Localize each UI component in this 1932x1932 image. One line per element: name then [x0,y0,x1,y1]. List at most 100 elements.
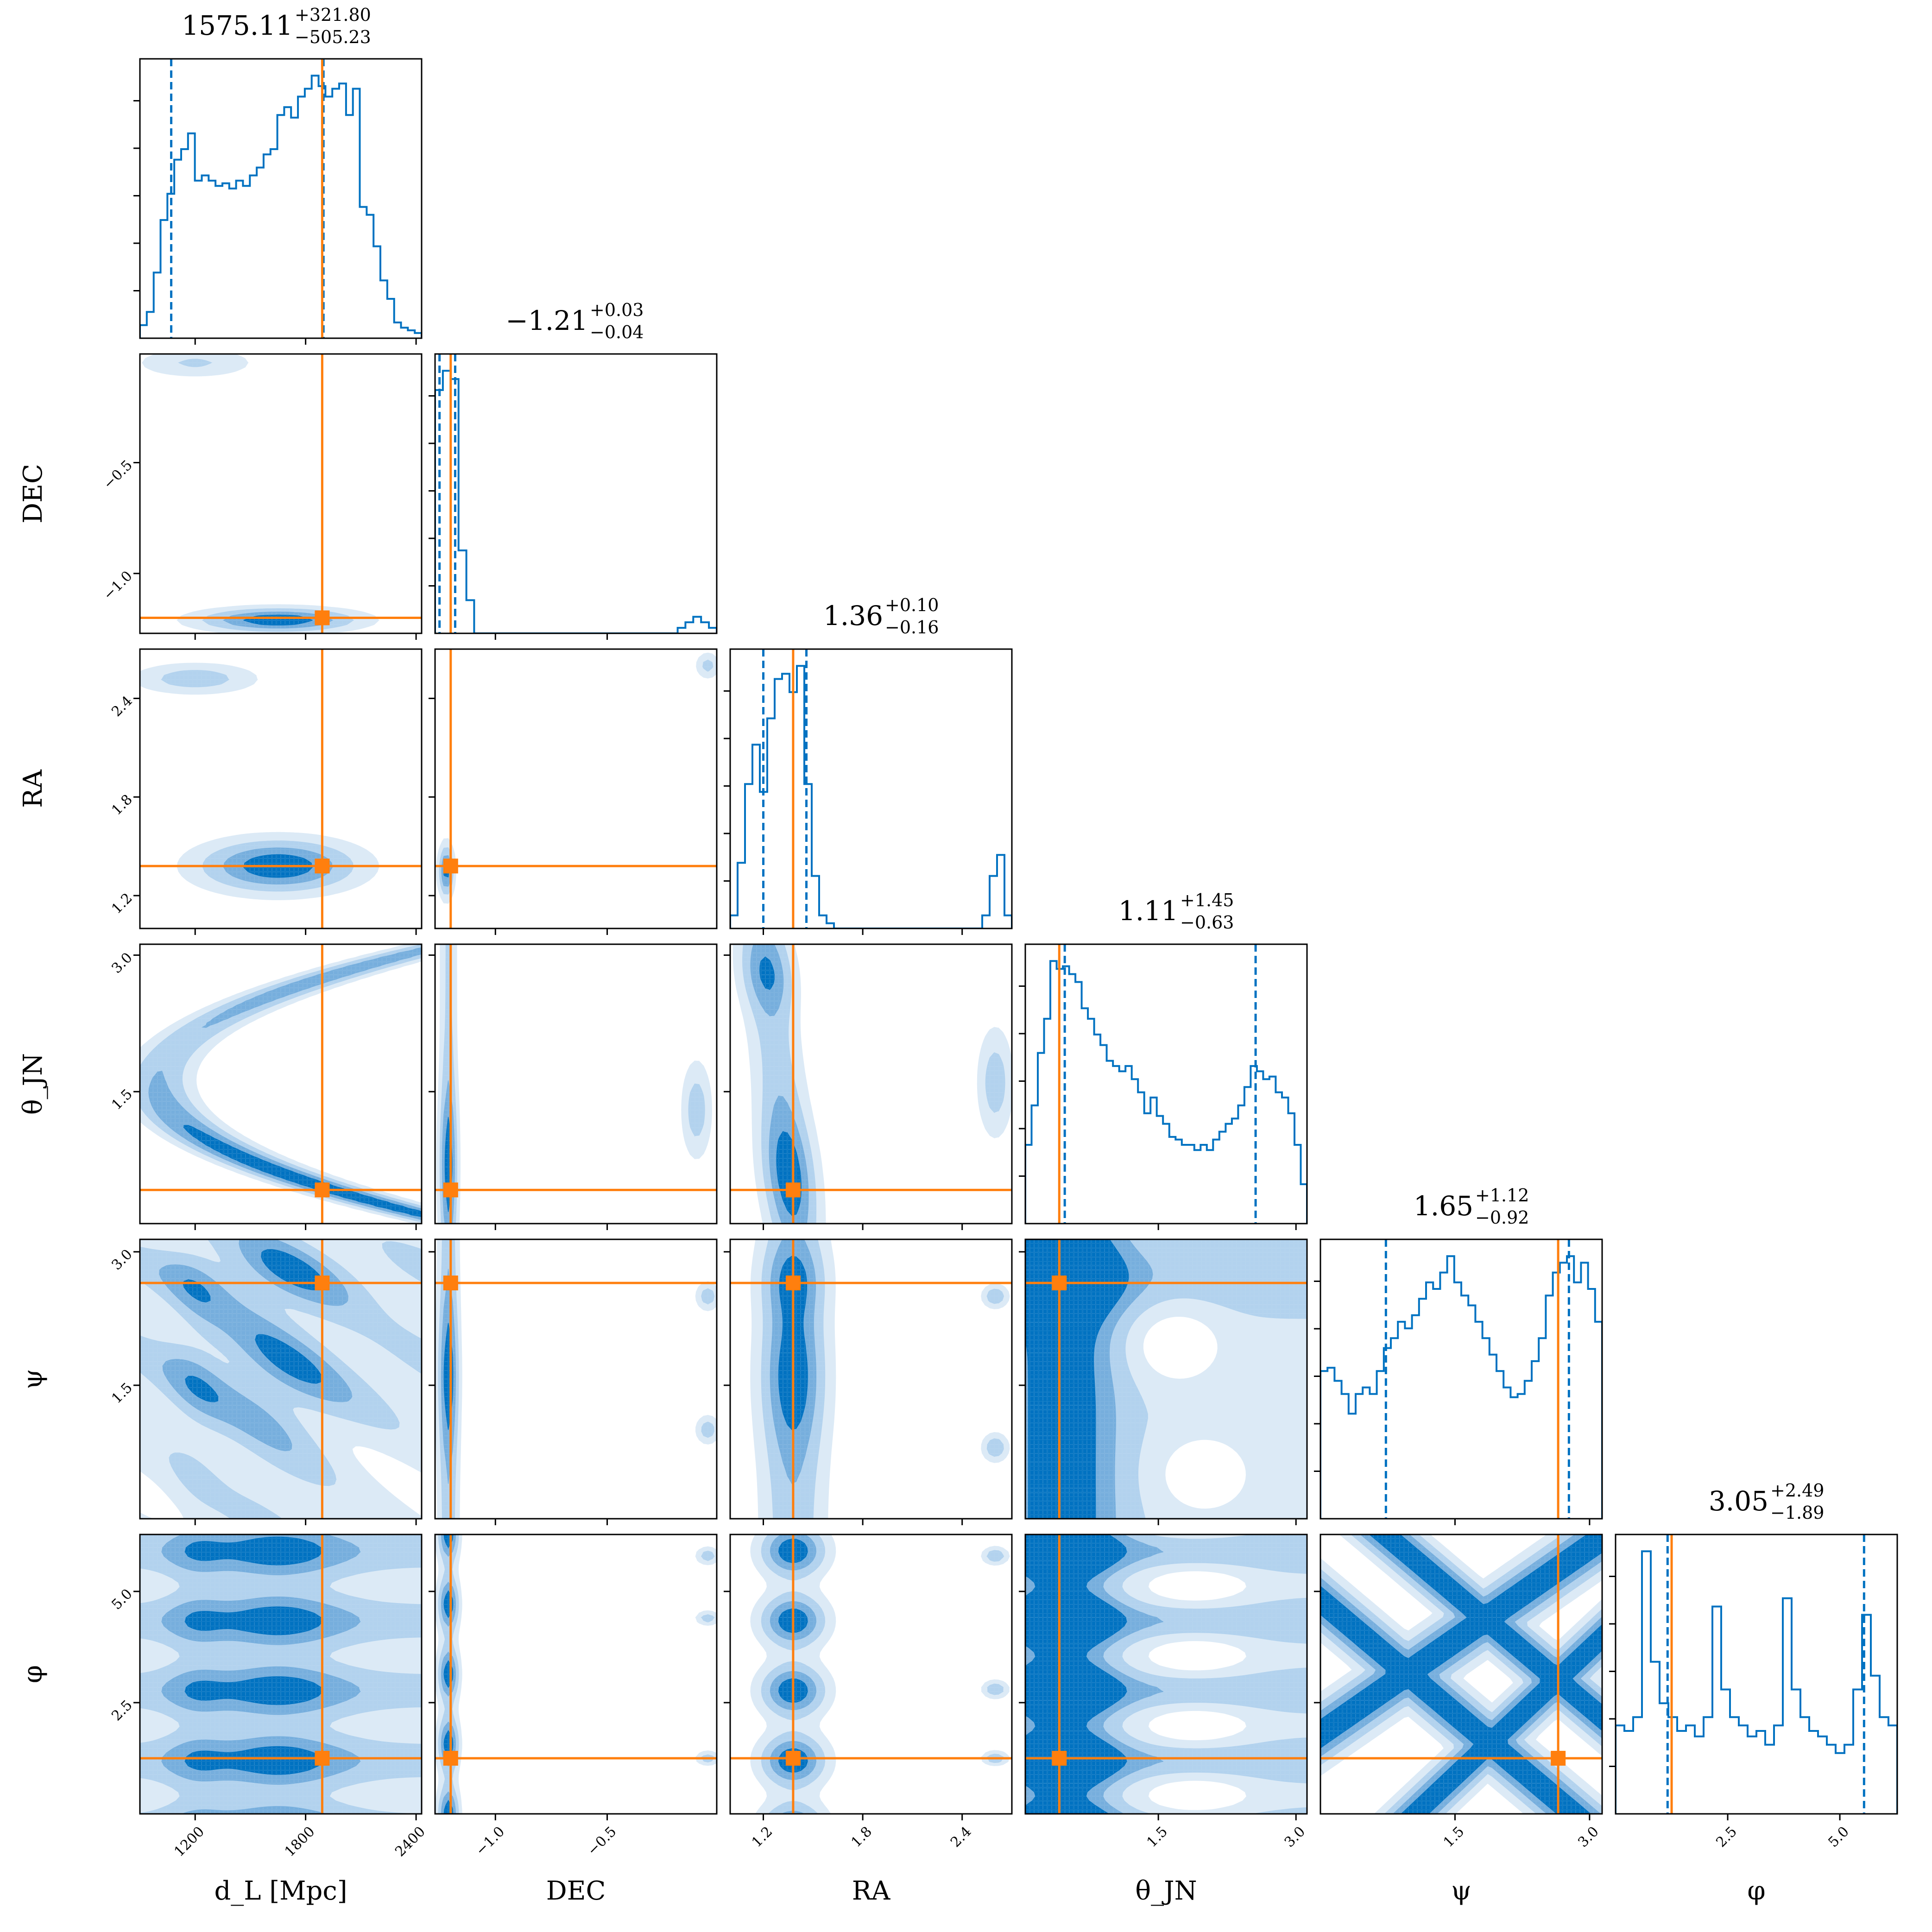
y-tick-label-phi-0: 2.5 [108,1697,135,1724]
title-theta: 1.11 [1118,895,1178,927]
histogram-phi [1616,1551,1897,1814]
truth-marker-dL-psi [315,1275,329,1290]
title-plus-phi: +2.49 [1770,1480,1824,1501]
y-tick-label-psi-1: 3.0 [108,1246,135,1273]
panel-dL-psi [140,1239,422,1519]
title-phi: 3.05 [1709,1485,1768,1517]
panel-plot-area [1320,1534,1602,1814]
truth-marker-psi-phi [1551,1751,1566,1766]
contour-seam-0 [436,944,712,1224]
panel-plot-area [140,59,422,338]
panel-plot-area [435,944,717,1224]
y-tick-label-psi-0: 1.5 [108,1380,135,1407]
panel-plot-area [1025,944,1307,1224]
truth-marker-dec-phi [443,1751,458,1766]
contour-level-1 [438,1534,714,1814]
y-tick-label-theta-1: 3.0 [108,950,135,977]
panel-phi-phi [1616,1534,1897,1814]
panel-plot-area [1025,1534,1307,1814]
title-minus-dec: −0.04 [590,322,644,342]
x-axis-label-ra: RA [852,1876,890,1906]
title-plus-theta: +1.45 [1180,890,1234,910]
panel-plot-area [730,649,1012,928]
x-axis-label-phi: φ [1747,1876,1765,1906]
title-median-psi: 1.65 [1414,1190,1473,1222]
x-tick-label-phi-0: 2.5 [1713,1824,1740,1850]
truth-marker-ra-phi [786,1751,801,1766]
contour-level-1 [439,660,713,895]
x-tick-label-theta-0: 1.5 [1144,1824,1171,1850]
x-tick-label-dL-0: 1200 [171,1824,208,1860]
contour-level-0 [435,1239,717,1519]
y-axis-label-psi: ψ [18,1369,48,1389]
title-minus-theta: −0.63 [1180,912,1234,933]
y-tick-label-dec-1: −0.5 [100,457,135,492]
panel-plot-area [140,1534,422,1814]
histogram-ra [730,666,1012,928]
panel-plot-area [435,649,717,928]
panel-frame [1616,1534,1897,1814]
y-axis-label-dec: DEC [18,464,48,524]
panel-plot-area [140,1239,422,1519]
panel-plot-area [435,354,717,633]
panel-frame [435,1534,717,1814]
contour-seam-1 [439,660,713,895]
truth-marker-dec-ra [443,859,458,873]
title-dec: −1.21 [505,305,588,336]
contour-seam-1 [440,944,705,1224]
panel-dL-dec [140,354,422,633]
panel-ra-phi [730,1534,1012,1814]
contour-seam-1 [438,1534,714,1814]
truth-marker-dec-psi [443,1275,458,1290]
panel-ra-psi [730,1239,1012,1519]
title-median-dec: −1.21 [505,305,588,336]
x-tick-label-dL-2: 2400 [392,1824,429,1860]
x-tick-label-psi-0: 1.5 [1440,1824,1467,1850]
title-dL: 1575.11 [182,10,293,41]
x-tick-label-ra-2: 2.4 [947,1824,974,1850]
panel-theta-psi [1025,1239,1307,1519]
title-plus-ra: +0.10 [885,595,939,615]
panel-plot-area [1616,1534,1897,1814]
title-median-ra: 1.36 [823,600,883,631]
title-median-theta: 1.11 [1118,895,1178,927]
panel-frame [435,944,717,1224]
panel-dec-ra [435,649,717,928]
x-axis-label-psi: ψ [1451,1876,1471,1906]
panel-dec-phi [435,1534,717,1814]
truth-marker-theta-psi [1052,1275,1067,1290]
y-tick-label-ra-0: 1.2 [108,890,135,917]
title-plus-dL: +321.80 [295,5,371,25]
panel-frame [140,354,422,633]
panel-frame [435,649,717,928]
panel-plot-area [140,354,422,633]
panel-frame [1025,944,1307,1224]
panel-plot-area [730,1534,1012,1814]
x-tick-label-ra-1: 1.8 [848,1824,875,1850]
title-minus-phi: −1.89 [1770,1503,1824,1523]
panel-frame [730,649,1012,928]
contour-seam-1 [438,1239,714,1519]
panel-plot-area [140,944,422,1224]
panel-frame [140,59,422,338]
panel-dec-theta [435,944,717,1224]
truth-marker-dL-ra [315,859,329,873]
x-tick-label-dec-0: −1.0 [473,1824,508,1859]
y-tick-label-ra-1: 1.8 [108,791,135,818]
x-axis-label-dec: DEC [546,1876,606,1906]
histogram-dec [435,371,717,633]
panel-psi-psi [1320,1239,1602,1519]
title-plus-psi: +1.12 [1475,1185,1529,1206]
truth-marker-dL-dec [315,611,329,625]
x-tick-label-ra-0: 1.2 [749,1824,776,1850]
y-tick-label-dec-0: −1.0 [100,568,135,603]
panel-dL-theta [140,944,422,1224]
panel-frame [435,354,717,633]
y-tick-label-phi-1: 5.0 [108,1586,135,1613]
contour-level-1 [440,944,705,1224]
truth-marker-ra-theta [786,1182,801,1197]
x-tick-label-dec-1: −0.5 [584,1824,619,1859]
histogram-dL [140,76,422,338]
panel-dec-dec [435,354,717,633]
